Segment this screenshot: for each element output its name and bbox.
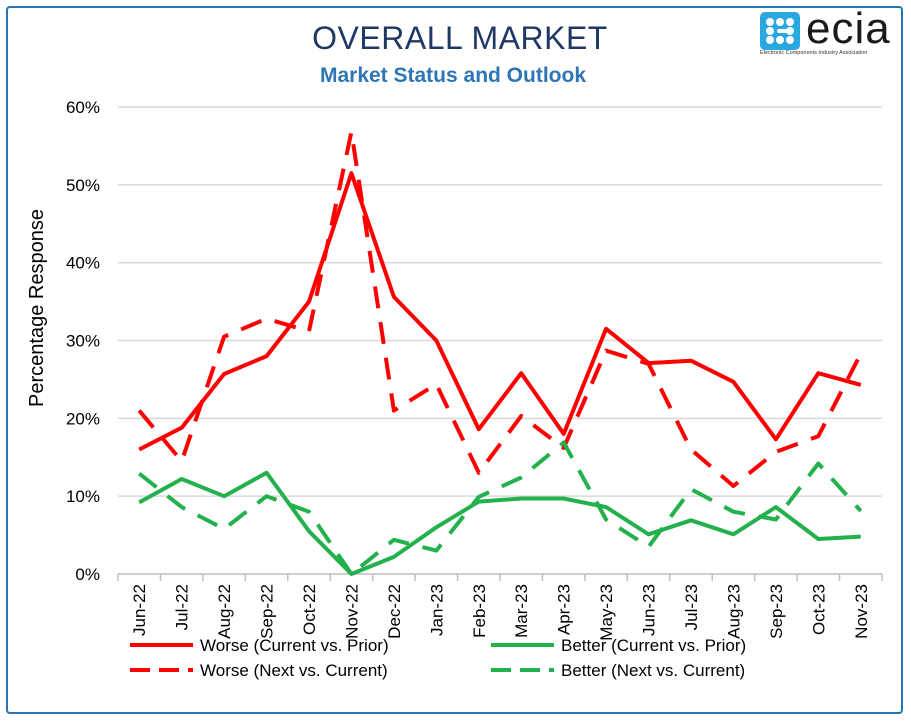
gridlines xyxy=(118,106,882,497)
x-tick-label: Jul-22 xyxy=(173,584,192,630)
y-axis-ticks: 0% 10% 20% 30% 40% 50% 60% xyxy=(66,98,100,584)
y-tick-label: 50% xyxy=(66,176,100,195)
y-tick-label: 0% xyxy=(75,565,100,584)
y-tick-label: 40% xyxy=(66,254,100,273)
y-tick-label: 60% xyxy=(66,98,100,117)
x-tick-label: Sep-22 xyxy=(258,584,277,639)
chart-frame xyxy=(6,6,903,714)
ecia-logo: ecia Electronic Components Industry Asso… xyxy=(758,4,894,60)
x-tick-label: Sep-23 xyxy=(767,584,786,639)
x-tick-label: Mar-23 xyxy=(512,584,531,638)
x-tick-label: Oct-22 xyxy=(300,584,319,635)
legend: Worse (Current vs. Prior) Better (Current… xyxy=(130,636,746,680)
chart-subtitle: Market Status and Outlook xyxy=(319,64,587,87)
series-line-4 xyxy=(137,440,863,576)
x-axis: Jun-22 Jul-22 Aug-22 Sep-22 Oct-22 Nov-22 Dec-… xyxy=(117,573,883,641)
x-tick-label: Aug-22 xyxy=(215,584,234,639)
x-tick-label: Nov-22 xyxy=(342,584,361,639)
series-line-2 xyxy=(137,129,863,488)
x-tick-label: Oct-23 xyxy=(809,584,828,635)
chart-title: OVERALL MARKET xyxy=(312,20,608,56)
legend-label: Better (Next vs. Current) xyxy=(561,661,745,680)
x-tick-label: Jun-23 xyxy=(640,584,659,636)
ecia-logo-tagline: Electronic Components Industry Associati… xyxy=(760,50,868,56)
x-tick-label: Dec-22 xyxy=(385,584,404,639)
x-tick-label: Aug-23 xyxy=(724,584,743,639)
series-lines xyxy=(137,129,863,576)
x-tick-label: Jul-23 xyxy=(682,584,701,630)
legend-label: Worse (Current vs. Prior) xyxy=(200,636,389,655)
x-tick-label: Jan-23 xyxy=(427,584,446,636)
x-tick-label: May-23 xyxy=(597,584,616,641)
x-tick-label: Feb-23 xyxy=(470,584,489,638)
y-axis-title: Percentage Response xyxy=(26,209,48,407)
ecia-logo-word: ecia xyxy=(806,4,891,53)
legend-label: Worse (Next vs. Current) xyxy=(200,661,388,680)
series-line-3 xyxy=(138,470,861,576)
y-tick-label: 20% xyxy=(66,409,100,428)
y-tick-label: 10% xyxy=(66,487,100,506)
x-tick-label: Nov-23 xyxy=(852,584,871,639)
ecia-logo-icon xyxy=(760,12,800,50)
x-tick-label: Jun-22 xyxy=(130,584,149,636)
series-line-1 xyxy=(138,171,862,452)
legend-label: Better (Current vs. Prior) xyxy=(561,636,746,655)
x-tick-label: Apr-23 xyxy=(555,584,574,635)
y-tick-label: 30% xyxy=(66,332,100,351)
